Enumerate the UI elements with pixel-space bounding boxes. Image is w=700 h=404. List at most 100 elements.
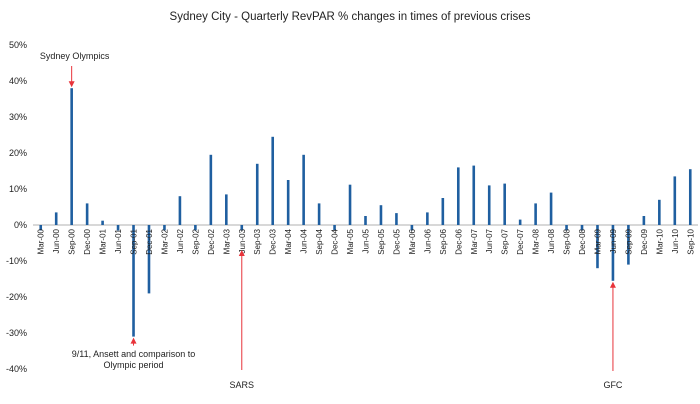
x-tick-label: Sep-02 bbox=[191, 228, 200, 254]
annotations: Sydney Olympics 9/11, Ansett and comparis… bbox=[40, 51, 623, 390]
x-tick-label: Dec-03 bbox=[269, 228, 278, 254]
x-tick-label: Sep-00 bbox=[68, 228, 77, 254]
bar bbox=[147, 225, 151, 294]
bar bbox=[54, 212, 58, 225]
bar bbox=[596, 225, 599, 269]
x-tick-label: Sep-04 bbox=[315, 228, 324, 254]
bar bbox=[317, 203, 321, 225]
annotation: GFC bbox=[603, 281, 623, 390]
bar bbox=[194, 225, 197, 231]
x-tick-label: Dec-05 bbox=[392, 228, 401, 254]
x-tick-label: Jun-10 bbox=[671, 228, 680, 253]
bar bbox=[503, 183, 506, 225]
x-tick-label: Mar-03 bbox=[222, 228, 231, 254]
bars bbox=[39, 88, 692, 337]
y-tick-label: -10% bbox=[6, 256, 27, 266]
bar bbox=[580, 225, 584, 231]
bar bbox=[85, 203, 89, 225]
bar bbox=[163, 225, 166, 231]
x-tick-label: Mar-04 bbox=[284, 228, 293, 254]
bar bbox=[101, 220, 104, 225]
x-tick-label: Dec-09 bbox=[640, 228, 649, 254]
x-tick-label: Sep-09 bbox=[624, 228, 633, 254]
x-tick-label: Sep-10 bbox=[686, 228, 695, 254]
x-tick-label: Sep-05 bbox=[377, 228, 386, 254]
bar bbox=[271, 136, 275, 225]
annotation: Sydney Olympics bbox=[40, 51, 110, 88]
bar bbox=[642, 216, 646, 225]
bar bbox=[518, 219, 522, 225]
x-tick-label: Mar-00 bbox=[37, 228, 46, 254]
annotation-arrow bbox=[609, 281, 616, 288]
x-tick-label: Jun-04 bbox=[300, 228, 309, 253]
y-tick-label: 40% bbox=[9, 76, 27, 86]
x-tick-label: Mar-08 bbox=[532, 228, 541, 254]
x-tick-label: Jun-08 bbox=[547, 228, 556, 253]
x-tick-label: Jun-09 bbox=[609, 228, 618, 253]
x-tick-label: Sep-01 bbox=[130, 228, 139, 254]
y-tick-label: -30% bbox=[6, 328, 27, 338]
bar bbox=[255, 163, 259, 225]
bar bbox=[286, 180, 290, 225]
x-tick-label: Sep-08 bbox=[563, 228, 572, 254]
bar bbox=[611, 225, 615, 281]
x-tick-label: Mar-05 bbox=[346, 228, 355, 254]
x-tick-label: Mar-10 bbox=[655, 228, 664, 254]
x-tick-label: Dec-00 bbox=[83, 228, 92, 254]
bar bbox=[627, 225, 630, 265]
x-tick-label: Dec-01 bbox=[145, 228, 154, 254]
bar bbox=[70, 88, 73, 225]
annotation-label: Sydney Olympics bbox=[40, 51, 110, 61]
bar bbox=[534, 203, 537, 225]
bar bbox=[565, 225, 568, 231]
bar bbox=[132, 225, 135, 337]
bar bbox=[178, 196, 182, 225]
bar bbox=[456, 167, 460, 225]
x-tick-label: Mar-02 bbox=[160, 228, 169, 254]
annotation-label: SARS bbox=[230, 380, 255, 390]
y-tick-label: -20% bbox=[6, 292, 27, 302]
annotation-arrow bbox=[238, 250, 245, 256]
bar bbox=[240, 225, 244, 231]
x-tick-label: Mar-07 bbox=[470, 228, 479, 254]
annotation-label-line2: Olympic period bbox=[104, 360, 164, 370]
x-tick-label: Dec-04 bbox=[331, 228, 340, 254]
bar bbox=[549, 192, 553, 225]
bar bbox=[487, 185, 491, 225]
x-axis: Mar-00 Jun-00 Sep-00 Dec-00 Mar-01 Jun-01 Sep-… bbox=[37, 228, 696, 254]
x-tick-label: Dec-07 bbox=[516, 228, 525, 254]
annotation: SARS bbox=[230, 250, 255, 390]
bar bbox=[688, 169, 692, 225]
annotation-arrow bbox=[130, 337, 137, 344]
bar bbox=[395, 213, 398, 225]
bar bbox=[302, 154, 305, 225]
bar bbox=[426, 212, 429, 225]
bar bbox=[333, 225, 336, 231]
bar bbox=[364, 216, 367, 225]
bar bbox=[39, 225, 43, 231]
y-tick-label: 30% bbox=[9, 112, 27, 122]
bar bbox=[410, 225, 414, 231]
x-tick-label: Jun-06 bbox=[423, 228, 432, 253]
x-tick-label: Mar-06 bbox=[408, 228, 417, 254]
bar bbox=[673, 176, 677, 225]
x-tick-label: Jun-02 bbox=[176, 228, 185, 253]
x-tick-label: Jun-05 bbox=[362, 228, 371, 253]
y-axis: 50% 40% 30% 20% 10% 0% -10% -20% -30% -40% bbox=[6, 40, 27, 374]
annotation-arrow bbox=[68, 81, 75, 88]
y-tick-label: -40% bbox=[6, 364, 27, 374]
x-tick-label: Jun-07 bbox=[485, 228, 494, 253]
bar bbox=[472, 165, 476, 225]
x-tick-label: Dec-06 bbox=[454, 228, 463, 254]
x-tick-label: Jun-03 bbox=[238, 228, 247, 253]
x-tick-label: Sep-06 bbox=[439, 228, 448, 254]
bar bbox=[658, 199, 661, 225]
bar bbox=[441, 198, 445, 225]
y-tick-label: 50% bbox=[9, 40, 27, 50]
x-tick-label: Dec-02 bbox=[207, 228, 216, 254]
x-tick-label: Mar-09 bbox=[593, 228, 602, 254]
bar bbox=[209, 154, 213, 225]
x-tick-label: Sep-03 bbox=[253, 228, 262, 254]
